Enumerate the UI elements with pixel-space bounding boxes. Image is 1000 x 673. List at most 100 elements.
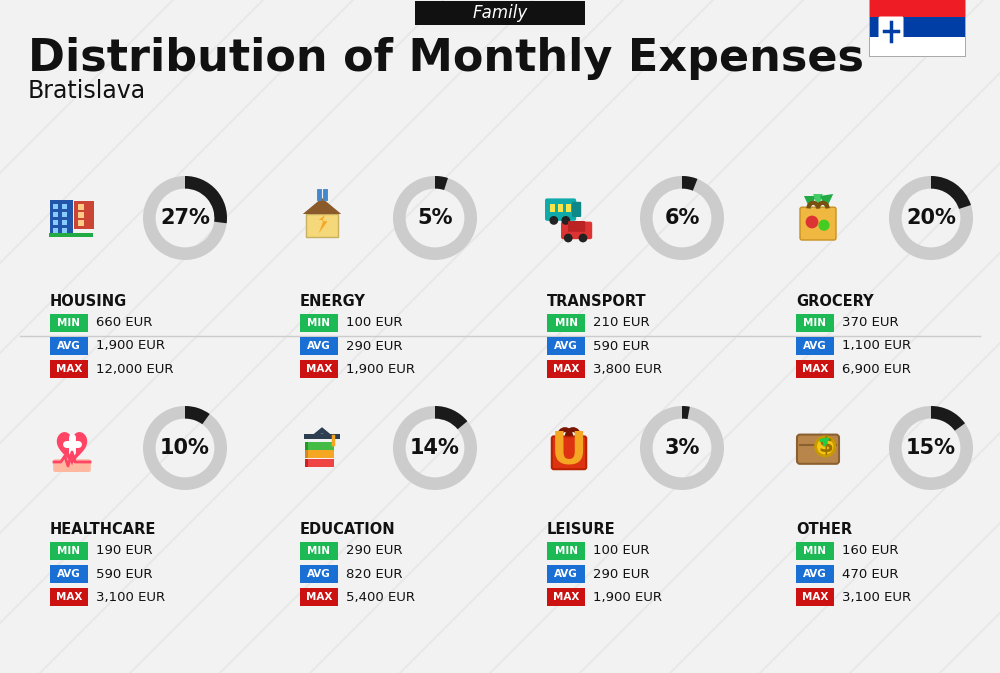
- Wedge shape: [682, 406, 690, 419]
- Text: 6,900 EUR: 6,900 EUR: [842, 363, 911, 376]
- Wedge shape: [931, 406, 965, 431]
- Circle shape: [816, 437, 835, 456]
- FancyBboxPatch shape: [300, 542, 338, 560]
- Text: HOUSING: HOUSING: [50, 293, 127, 308]
- Text: Distribution of Monthly Expenses: Distribution of Monthly Expenses: [28, 36, 864, 79]
- Polygon shape: [820, 194, 833, 209]
- FancyBboxPatch shape: [304, 433, 340, 439]
- Text: TRANSPORT: TRANSPORT: [547, 293, 647, 308]
- FancyBboxPatch shape: [547, 588, 585, 606]
- Text: $: $: [818, 436, 833, 456]
- FancyBboxPatch shape: [78, 213, 84, 218]
- Text: ENERGY: ENERGY: [300, 293, 366, 308]
- Text: 160 EUR: 160 EUR: [842, 544, 898, 557]
- Circle shape: [818, 219, 830, 231]
- Text: EDUCATION: EDUCATION: [300, 522, 396, 538]
- Circle shape: [806, 215, 818, 228]
- Text: 660 EUR: 660 EUR: [96, 316, 152, 330]
- Text: MAX: MAX: [56, 364, 82, 374]
- FancyBboxPatch shape: [869, 0, 966, 57]
- Text: U: U: [551, 429, 587, 472]
- Text: 3%: 3%: [664, 438, 700, 458]
- Text: MAX: MAX: [553, 364, 579, 374]
- FancyBboxPatch shape: [561, 221, 592, 239]
- Text: 5,400 EUR: 5,400 EUR: [346, 590, 415, 604]
- Text: GROCERY: GROCERY: [796, 293, 874, 308]
- FancyBboxPatch shape: [306, 214, 338, 237]
- Text: Bratislava: Bratislava: [28, 79, 146, 103]
- Text: 290 EUR: 290 EUR: [593, 567, 650, 581]
- Text: MAX: MAX: [306, 592, 332, 602]
- Text: MIN: MIN: [804, 318, 826, 328]
- Text: 1,900 EUR: 1,900 EUR: [593, 590, 662, 604]
- FancyBboxPatch shape: [558, 205, 563, 213]
- Text: 100 EUR: 100 EUR: [346, 316, 402, 330]
- Circle shape: [564, 234, 573, 242]
- FancyBboxPatch shape: [78, 205, 84, 210]
- FancyBboxPatch shape: [53, 211, 58, 217]
- Text: 1,900 EUR: 1,900 EUR: [346, 363, 415, 376]
- Text: MIN: MIN: [58, 546, 80, 556]
- FancyBboxPatch shape: [62, 219, 67, 225]
- Text: AVG: AVG: [57, 569, 81, 579]
- Text: 27%: 27%: [160, 208, 210, 228]
- Text: 820 EUR: 820 EUR: [346, 567, 402, 581]
- Text: Family: Family: [472, 4, 528, 22]
- FancyBboxPatch shape: [305, 441, 308, 450]
- FancyBboxPatch shape: [566, 205, 571, 213]
- Wedge shape: [640, 406, 724, 490]
- Wedge shape: [682, 176, 697, 190]
- Text: HEALTHCARE: HEALTHCARE: [50, 522, 156, 538]
- Text: 190 EUR: 190 EUR: [96, 544, 152, 557]
- Text: AVG: AVG: [57, 341, 81, 351]
- Text: 1,100 EUR: 1,100 EUR: [842, 339, 911, 353]
- FancyBboxPatch shape: [53, 227, 58, 234]
- FancyBboxPatch shape: [78, 220, 84, 226]
- FancyBboxPatch shape: [50, 314, 88, 332]
- FancyBboxPatch shape: [53, 219, 58, 225]
- FancyBboxPatch shape: [50, 200, 73, 236]
- Polygon shape: [57, 432, 87, 466]
- Text: AVG: AVG: [307, 341, 331, 351]
- Text: 370 EUR: 370 EUR: [842, 316, 899, 330]
- Text: OTHER: OTHER: [796, 522, 852, 538]
- Wedge shape: [640, 176, 724, 260]
- Wedge shape: [889, 406, 973, 490]
- Wedge shape: [143, 176, 227, 260]
- Text: 470 EUR: 470 EUR: [842, 567, 898, 581]
- FancyBboxPatch shape: [547, 360, 585, 378]
- Circle shape: [579, 234, 587, 242]
- Text: AVG: AVG: [554, 341, 578, 351]
- Text: LEISURE: LEISURE: [547, 522, 616, 538]
- Text: 5%: 5%: [417, 208, 453, 228]
- Text: 14%: 14%: [410, 438, 460, 458]
- Polygon shape: [311, 427, 333, 436]
- Text: MAX: MAX: [306, 364, 332, 374]
- FancyBboxPatch shape: [62, 211, 67, 217]
- FancyBboxPatch shape: [50, 565, 88, 583]
- Circle shape: [561, 216, 570, 225]
- FancyBboxPatch shape: [796, 565, 834, 583]
- FancyBboxPatch shape: [545, 199, 576, 221]
- FancyBboxPatch shape: [796, 314, 834, 332]
- FancyBboxPatch shape: [550, 205, 555, 213]
- Polygon shape: [813, 194, 823, 209]
- FancyBboxPatch shape: [797, 435, 839, 464]
- Text: 15%: 15%: [906, 438, 956, 458]
- Text: MIN: MIN: [804, 546, 826, 556]
- Text: 3,100 EUR: 3,100 EUR: [96, 590, 165, 604]
- Wedge shape: [931, 176, 971, 209]
- Text: AVG: AVG: [803, 569, 827, 579]
- Text: 590 EUR: 590 EUR: [593, 339, 650, 353]
- FancyBboxPatch shape: [552, 436, 586, 469]
- Polygon shape: [319, 215, 328, 234]
- Wedge shape: [393, 406, 477, 490]
- Text: 100 EUR: 100 EUR: [593, 544, 650, 557]
- FancyBboxPatch shape: [870, 17, 965, 36]
- Polygon shape: [303, 198, 341, 214]
- FancyBboxPatch shape: [300, 565, 338, 583]
- Text: AVG: AVG: [307, 569, 331, 579]
- Text: 10%: 10%: [160, 438, 210, 458]
- FancyBboxPatch shape: [300, 360, 338, 378]
- FancyBboxPatch shape: [415, 1, 585, 25]
